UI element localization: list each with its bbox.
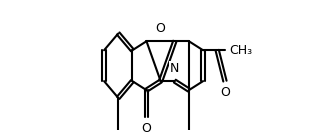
Text: N: N — [170, 62, 180, 75]
Text: CH₃: CH₃ — [229, 44, 252, 57]
Text: O: O — [156, 22, 165, 35]
Text: O: O — [220, 86, 230, 99]
Text: O: O — [141, 122, 151, 135]
